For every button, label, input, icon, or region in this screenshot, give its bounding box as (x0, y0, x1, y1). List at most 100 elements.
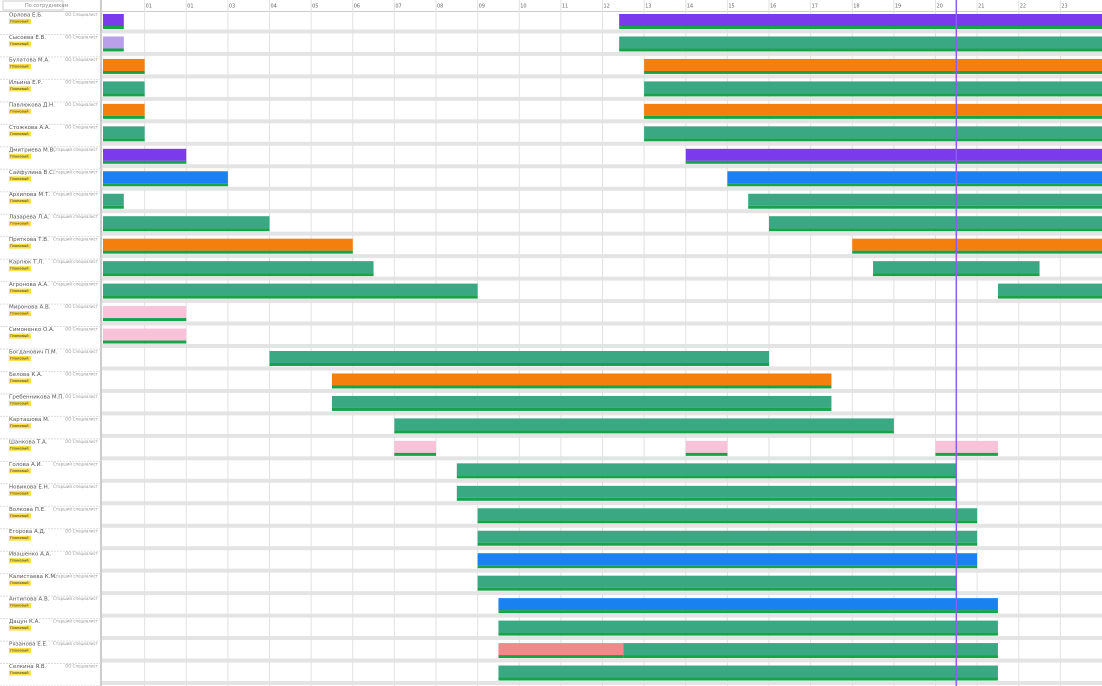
shift-bar[interactable] (103, 193, 124, 206)
filter-label[interactable]: По сотрудникам (25, 3, 68, 9)
shift-bar[interactable] (103, 148, 187, 161)
employee-name[interactable]: Пряткова Т.В. (9, 237, 49, 243)
status-badge (9, 490, 31, 496)
employee-name[interactable]: Агронова А.А. (9, 282, 49, 288)
shift-bar[interactable] (935, 440, 998, 453)
employee-name[interactable]: Сайфулина В.С. (9, 169, 55, 176)
employee-name[interactable]: Сысоева Е.В. (9, 35, 46, 41)
shift-bar[interactable] (685, 148, 1102, 161)
shift-bar[interactable] (477, 508, 978, 521)
shift-bar[interactable] (103, 58, 145, 71)
employee-name[interactable]: Селкина Я.В. (9, 664, 47, 670)
employee-name[interactable]: Гребенникова М.П. (9, 394, 64, 400)
shift-bar[interactable] (956, 36, 1102, 49)
shift-bar[interactable] (103, 126, 145, 139)
status-label: Плановый (10, 401, 29, 405)
employee-name[interactable]: Шанкова Т.А. (9, 439, 48, 445)
shift-underline (644, 70, 1102, 74)
employee-name[interactable]: Волкова П.Е. (9, 507, 46, 513)
employee-role: ОО Специалист (65, 57, 99, 62)
shift-bar[interactable] (331, 373, 832, 386)
employee-name[interactable]: Стожкова А.А. (9, 125, 51, 131)
employee-name[interactable]: Миронова А.В. (9, 305, 51, 311)
shift-underline (685, 160, 1102, 164)
employee-name[interactable]: Калистаева К.М. (9, 574, 57, 580)
shift-bar[interactable] (727, 171, 1102, 184)
status-badge (9, 311, 31, 317)
shift-bar[interactable] (852, 238, 1102, 251)
employee-name[interactable]: Карташова М. (9, 417, 50, 423)
shift-bar[interactable] (644, 126, 1102, 139)
employee-name[interactable]: Егорова А.Д. (9, 529, 46, 535)
status-badge (9, 333, 31, 339)
shift-bar[interactable] (103, 171, 228, 184)
hour-label: 19 (895, 4, 901, 10)
employee-name[interactable]: Ильина Е.Р. (9, 80, 43, 86)
shift-bar[interactable] (269, 351, 770, 363)
employee-role: ОО Специалист (65, 12, 99, 17)
shift-bar[interactable] (103, 238, 353, 251)
shift-bar[interactable] (498, 643, 624, 656)
shift-bar[interactable] (748, 193, 1102, 206)
shift-bar[interactable] (685, 440, 728, 453)
shift-bar[interactable] (394, 440, 436, 453)
shift-bar[interactable] (331, 395, 832, 408)
shift-bar[interactable] (477, 575, 957, 588)
hour-label: 18 (853, 4, 859, 10)
employee-name[interactable]: Голова А.И. (9, 462, 43, 468)
shift-bar[interactable] (477, 553, 978, 566)
shift-bar[interactable] (394, 418, 894, 431)
shift-underline (477, 565, 978, 569)
employee-role: Старший специалист (53, 619, 99, 624)
employee-name[interactable]: Дмитриева М.В. (9, 147, 55, 153)
shift-bar[interactable] (103, 306, 187, 319)
shift-bar[interactable] (103, 328, 187, 341)
employee-name[interactable]: Богданович П.М. (9, 350, 58, 356)
shift-bar[interactable] (498, 598, 998, 611)
shift-bar[interactable] (997, 283, 1102, 296)
filter-box[interactable] (2, 0, 64, 11)
employee-name[interactable]: Антипова А.В. (9, 597, 50, 603)
shift-bar[interactable] (619, 14, 1102, 26)
shift-bar[interactable] (623, 643, 998, 656)
status-label: Плановый (10, 64, 29, 68)
shift-bar[interactable] (644, 103, 1102, 116)
shift-bar[interactable] (456, 485, 957, 498)
shift-underline (103, 250, 353, 254)
status-badge (9, 131, 31, 137)
shift-bar[interactable] (103, 81, 145, 94)
employee-name[interactable]: Архипова М.Т. (9, 192, 50, 198)
employee-name[interactable]: Павлюкова Д.Н. (9, 102, 55, 108)
employee-name[interactable]: Дацун К.А. (9, 619, 40, 625)
status-label: Плановый (10, 20, 29, 24)
employee-name[interactable]: Булатова М.А. (9, 57, 50, 63)
shift-bar[interactable] (498, 620, 998, 633)
employee-name[interactable]: Новикова Е.Н. (9, 484, 50, 490)
shift-bar[interactable] (644, 58, 1102, 71)
employee-name[interactable]: Рязанова Е.Е. (9, 642, 48, 648)
shift-bar[interactable] (619, 36, 957, 49)
status-label: Плановый (10, 559, 29, 563)
shift-bar[interactable] (498, 665, 998, 678)
shift-bar[interactable] (103, 103, 145, 116)
shift-bar[interactable] (103, 283, 478, 296)
employee-name[interactable]: Карпюк Т.Л. (9, 260, 44, 266)
status-label: Плановый (10, 222, 29, 226)
shift-bar[interactable] (103, 14, 124, 26)
shift-underline (498, 655, 624, 659)
employee-name[interactable]: Ивашенко А.А. (9, 552, 51, 558)
shift-bar[interactable] (103, 36, 124, 49)
shift-bar[interactable] (103, 216, 270, 229)
status-label: Плановый (10, 536, 29, 540)
employee-name[interactable]: Орлова Е.Б. (9, 13, 43, 19)
shift-bar[interactable] (477, 530, 978, 543)
shift-bar[interactable] (769, 216, 1102, 229)
employee-name[interactable]: Лазарева Л.А. (9, 215, 50, 221)
shift-bar[interactable] (103, 261, 374, 274)
employee-role: ОО Специалист (65, 79, 99, 84)
employee-name[interactable]: Белова К.А. (9, 372, 43, 378)
shift-bar[interactable] (456, 463, 957, 476)
employee-name[interactable]: Симоненко О.А. (9, 327, 55, 333)
shift-bar[interactable] (644, 81, 1102, 94)
status-badge (9, 19, 31, 24)
